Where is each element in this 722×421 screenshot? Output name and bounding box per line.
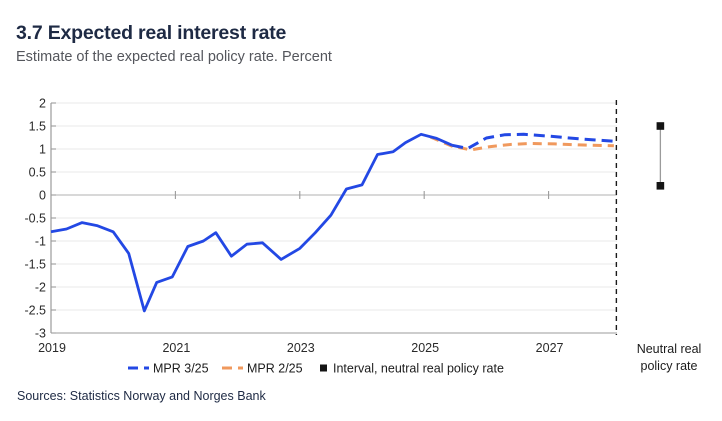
sources-text: Sources: Statistics Norway and Norges Ba…: [17, 389, 266, 403]
chart-subtitle: Estimate of the expected real policy rat…: [16, 49, 332, 65]
legend-marker-3: [320, 364, 327, 372]
series-mpr-3-25-history: [50, 132, 453, 313]
y-axis-label: -0.5: [24, 212, 46, 226]
series-mpr-3-25-projection: [451, 132, 615, 150]
neutral-rate-label: Neutral real policy rate: [636, 342, 702, 373]
chart-title: 3.7 Expected real interest rate: [16, 22, 287, 44]
y-axis-label: 2: [39, 97, 46, 111]
y-axis-label: -2.5: [24, 304, 46, 318]
x-axis-label: 2021: [162, 341, 190, 355]
x-axis-label: 2023: [287, 341, 315, 355]
y-axis-label: 1.5: [29, 120, 46, 134]
y-axis-label: -1.5: [24, 258, 46, 272]
x-axis-label: 2027: [536, 341, 564, 355]
y-axis-label: 0: [39, 189, 46, 203]
series-mpr-2-25-projection: [429, 135, 614, 152]
legend-label-1: MPR 3/25: [153, 362, 209, 376]
y-axis-label: -3: [35, 327, 46, 341]
y-axis-label: 0.5: [29, 166, 46, 180]
x-axis-label: 2025: [411, 341, 439, 355]
neutral-interval-marker: [656, 182, 665, 190]
y-axis-label: -2: [35, 281, 46, 295]
y-axis-label: -1: [35, 235, 46, 249]
legend-label-2: MPR 2/25: [247, 362, 303, 376]
x-axis-label: 2019: [38, 341, 66, 355]
neutral-interval-marker: [656, 122, 665, 130]
legend-label-3: Interval, neutral real policy rate: [333, 362, 504, 376]
y-axis-label: 1: [39, 143, 46, 157]
